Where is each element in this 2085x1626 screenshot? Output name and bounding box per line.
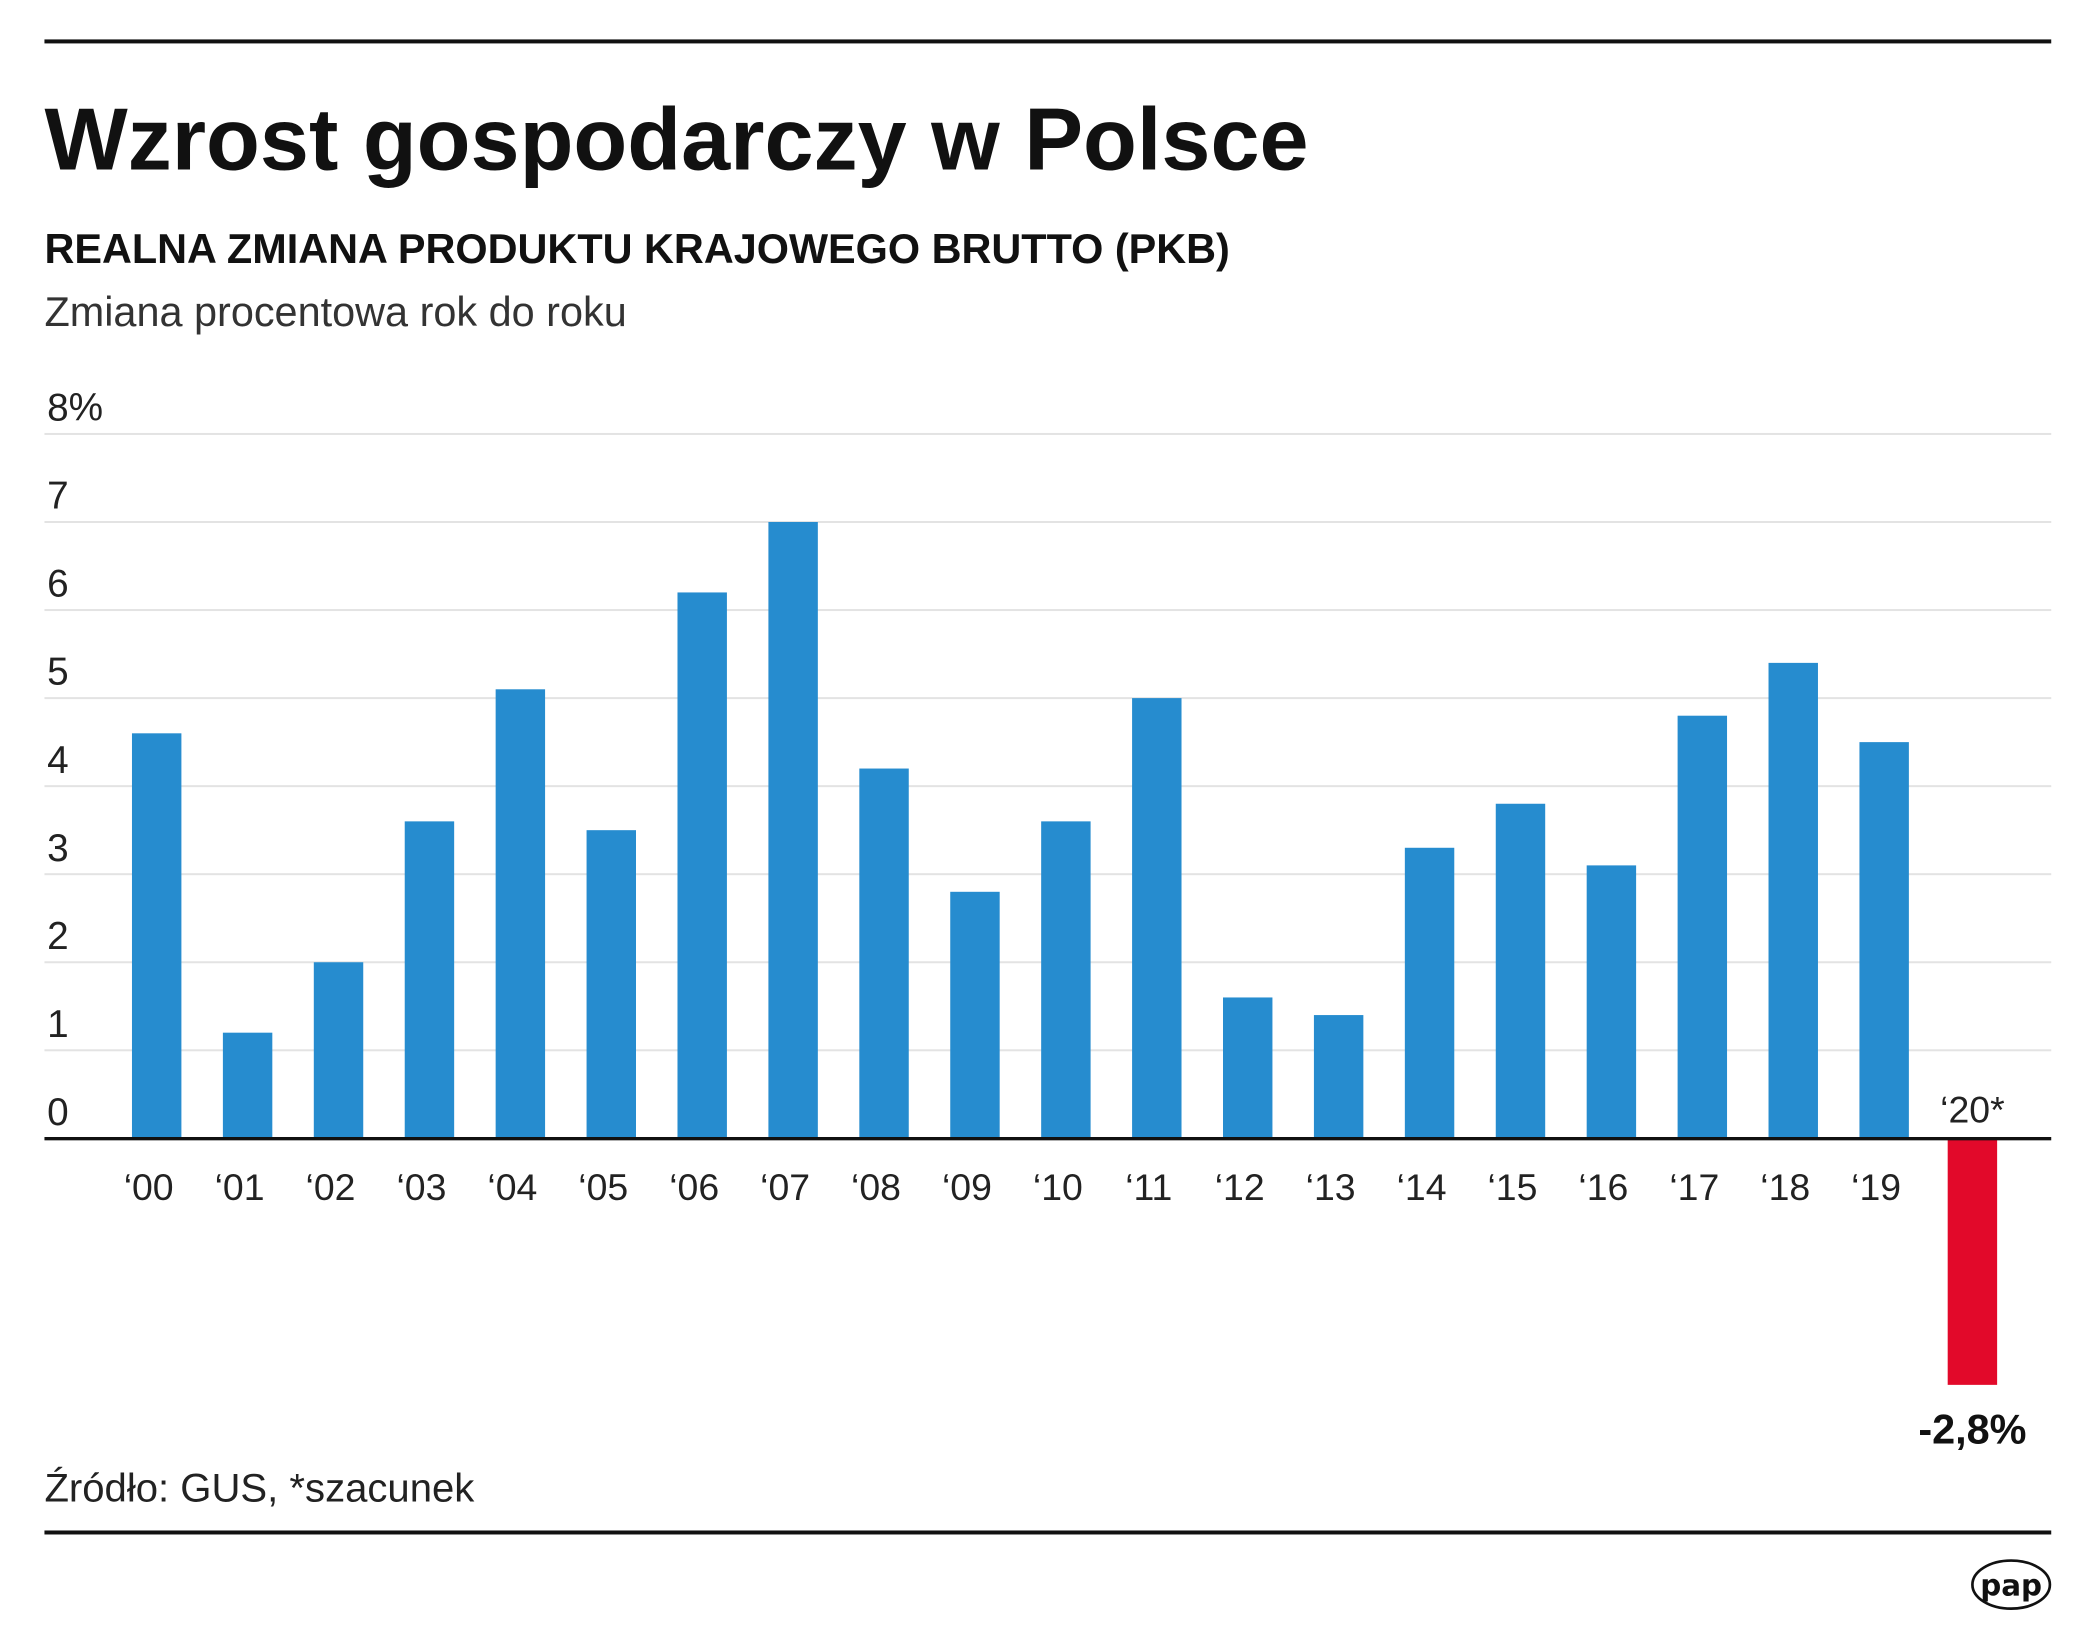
x-tick-label: ‘02: [306, 1166, 356, 1208]
x-tick-label: ‘11: [1125, 1166, 1172, 1208]
bar-15: [1495, 803, 1546, 1139]
bar-09: [950, 891, 1000, 1139]
y-tick-label: 3: [47, 827, 69, 870]
y-tick-label: 1: [47, 1003, 69, 1046]
bar-16: [1586, 865, 1637, 1139]
y-tick-label: 6: [47, 563, 69, 606]
bar-18: [1768, 662, 1818, 1139]
x-tick-label: ‘01: [215, 1166, 265, 1208]
x-tick-label: ‘03: [396, 1166, 446, 1208]
x-tick-label: ‘18: [1760, 1166, 1810, 1208]
bars: [131, 522, 1998, 1385]
bar-07: [768, 522, 818, 1139]
svg-text:pap: pap: [1980, 1568, 2042, 1602]
chart-title: Wzrost gospodarczy w Polsce: [44, 90, 1308, 189]
x-tick-label: ‘14: [1397, 1166, 1447, 1208]
x-tick-label: ‘20*: [1940, 1088, 2004, 1130]
bar-04: [495, 689, 546, 1139]
y-tick-label: 8%: [47, 387, 103, 430]
bar-13: [1313, 1015, 1364, 1139]
x-tick-label: ‘06: [669, 1166, 719, 1208]
x-tick-label: ‘00: [124, 1166, 174, 1208]
bottom-rule: [44, 1530, 2052, 1535]
chart-unit-note: Zmiana procentowa rok do roku: [44, 289, 626, 335]
x-tick-label: ‘07: [760, 1166, 810, 1208]
x-tick-label: ‘13: [1306, 1166, 1356, 1208]
y-tick-label: 4: [47, 739, 69, 782]
bar-06: [677, 592, 727, 1139]
gridline: [44, 785, 2052, 788]
x-tick-label: ‘10: [1033, 1166, 1083, 1208]
y-tick-label: 5: [47, 651, 69, 694]
bar-19: [1859, 742, 1909, 1139]
gridline: [44, 697, 2052, 700]
chart-subtitle: REALNA ZMIANA PRODUKTU KRAJOWEGO BRUTTO …: [44, 226, 1229, 272]
gridline: [44, 609, 2052, 612]
bar-17: [1677, 715, 1728, 1139]
x-tick-label: ‘19: [1851, 1166, 1901, 1208]
bar-03: [404, 821, 455, 1139]
y-tick-label: 2: [47, 915, 69, 958]
x-tick-label: ‘08: [851, 1166, 901, 1208]
bar-11: [1132, 698, 1182, 1139]
x-tick-label: ‘15: [1488, 1166, 1538, 1208]
bar-02: [313, 962, 364, 1139]
x-tick-label: ‘05: [578, 1166, 628, 1208]
y-axis-ticks: 0 1 2 3 4 5 6 7 8%: [47, 387, 103, 1134]
source-note: Źródło: GUS, *szacunek: [44, 1466, 475, 1511]
x-tick-label: ‘09: [942, 1166, 992, 1208]
y-tick-label: 7: [47, 475, 69, 518]
gridline: [44, 432, 2052, 435]
y-tick-label: 0: [47, 1091, 69, 1134]
x-tick-label: ‘16: [1578, 1166, 1628, 1208]
x-tick-label: ‘04: [487, 1166, 537, 1208]
x-tick-label: ‘17: [1669, 1166, 1719, 1208]
bar-20: [1947, 1138, 1998, 1385]
bar-14: [1404, 847, 1455, 1139]
bar-00: [131, 733, 182, 1139]
bar-10: [1041, 821, 1091, 1139]
pap-logo: pap: [1971, 1559, 2052, 1610]
bar-01: [222, 1032, 273, 1139]
bar-12: [1223, 997, 1273, 1139]
zero-axis: [44, 1136, 2052, 1141]
top-rule: [44, 39, 2052, 44]
x-axis-labels: ‘00 ‘01 ‘02 ‘03 ‘04 ‘05 ‘06 ‘07 ‘08 ‘09 ‘10 ‘11 ‘12 ‘…: [124, 1088, 2027, 1452]
data-label: -2,8%: [1918, 1407, 2026, 1453]
x-tick-label: ‘12: [1215, 1166, 1265, 1208]
gridline: [44, 521, 2052, 524]
bar-08: [859, 768, 909, 1139]
bar-05: [586, 830, 636, 1139]
